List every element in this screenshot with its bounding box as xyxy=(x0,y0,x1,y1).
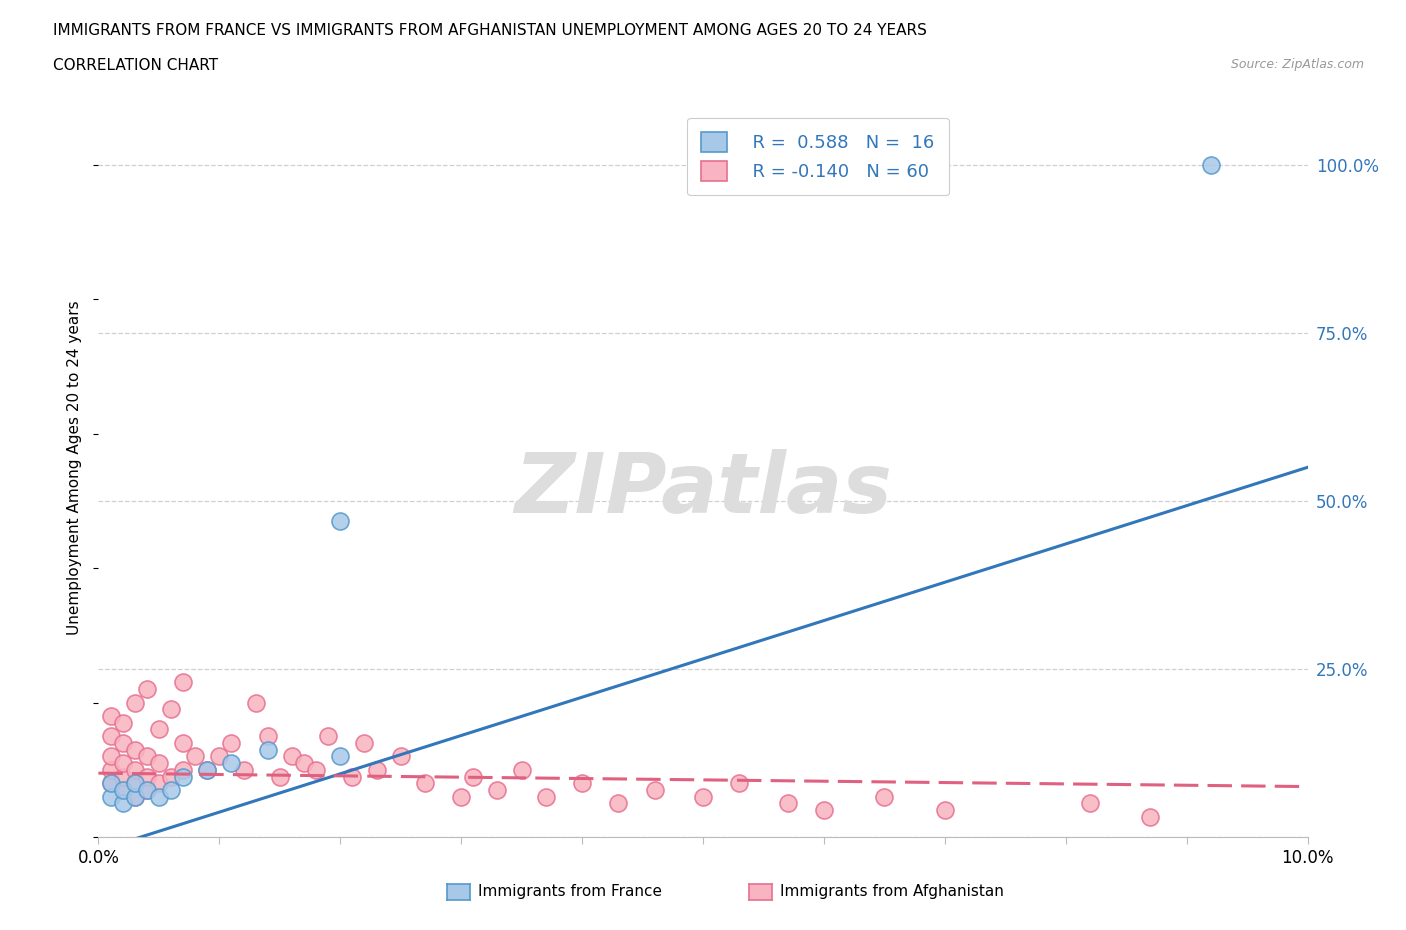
Point xyxy=(607,796,630,811)
Text: ZIPatlas: ZIPatlas xyxy=(515,449,891,530)
Point xyxy=(353,736,375,751)
Point xyxy=(644,782,666,797)
Point xyxy=(135,769,157,784)
Point xyxy=(571,776,593,790)
Text: CORRELATION CHART: CORRELATION CHART xyxy=(53,58,218,73)
Point xyxy=(160,782,183,797)
Legend:   R =  0.588   N =  16,   R = -0.140   N = 60: R = 0.588 N = 16, R = -0.140 N = 60 xyxy=(688,118,949,195)
Point xyxy=(111,755,134,770)
Point xyxy=(148,776,170,790)
Point xyxy=(100,729,122,744)
Point xyxy=(692,790,714,804)
Point xyxy=(184,749,207,764)
Point xyxy=(366,763,388,777)
Y-axis label: Unemployment Among Ages 20 to 24 years: Unemployment Among Ages 20 to 24 years xyxy=(67,300,83,634)
Point xyxy=(1078,796,1101,811)
Point xyxy=(534,790,557,804)
Point xyxy=(329,513,352,528)
Point xyxy=(148,722,170,737)
Point xyxy=(776,796,799,811)
Point xyxy=(124,763,146,777)
Point xyxy=(111,769,134,784)
Point xyxy=(100,763,122,777)
Text: Immigrants from Afghanistan: Immigrants from Afghanistan xyxy=(780,884,1004,899)
Point xyxy=(148,755,170,770)
Point xyxy=(329,749,352,764)
Point xyxy=(100,776,122,790)
Point xyxy=(124,776,146,790)
Point xyxy=(450,790,472,804)
Point xyxy=(160,769,183,784)
Point xyxy=(221,736,243,751)
Point xyxy=(124,742,146,757)
Point xyxy=(100,709,122,724)
Point xyxy=(486,782,509,797)
Point xyxy=(135,749,157,764)
Point xyxy=(208,749,231,764)
Point xyxy=(728,776,751,790)
Text: Immigrants from France: Immigrants from France xyxy=(478,884,662,899)
Point xyxy=(100,790,122,804)
Point xyxy=(172,675,194,690)
Point xyxy=(873,790,896,804)
Point xyxy=(172,769,194,784)
Point xyxy=(111,782,134,797)
Point xyxy=(135,782,157,797)
Text: Source: ZipAtlas.com: Source: ZipAtlas.com xyxy=(1230,58,1364,71)
Point xyxy=(221,755,243,770)
Point xyxy=(124,695,146,710)
Point xyxy=(510,763,533,777)
Point xyxy=(148,790,170,804)
Point xyxy=(135,782,157,797)
Point xyxy=(135,682,157,697)
Point xyxy=(172,736,194,751)
Point xyxy=(172,763,194,777)
Point xyxy=(100,749,122,764)
Point xyxy=(111,736,134,751)
Point xyxy=(292,755,315,770)
Text: IMMIGRANTS FROM FRANCE VS IMMIGRANTS FROM AFGHANISTAN UNEMPLOYMENT AMONG AGES 20: IMMIGRANTS FROM FRANCE VS IMMIGRANTS FRO… xyxy=(53,23,928,38)
Point xyxy=(111,782,134,797)
Point xyxy=(245,695,267,710)
Point xyxy=(124,790,146,804)
Point xyxy=(813,803,835,817)
Point xyxy=(463,769,485,784)
Point xyxy=(160,702,183,717)
Point xyxy=(256,729,278,744)
Point xyxy=(316,729,339,744)
Point xyxy=(1139,809,1161,824)
Point xyxy=(232,763,254,777)
Point xyxy=(413,776,436,790)
Point xyxy=(195,763,218,777)
Point xyxy=(281,749,304,764)
Point xyxy=(269,769,291,784)
Point xyxy=(389,749,412,764)
Point xyxy=(342,769,364,784)
Point xyxy=(124,790,146,804)
Point xyxy=(111,796,134,811)
Point xyxy=(111,715,134,730)
Point xyxy=(256,742,278,757)
Point xyxy=(1199,157,1222,172)
Point xyxy=(124,776,146,790)
Point xyxy=(195,763,218,777)
Point xyxy=(305,763,328,777)
Point xyxy=(934,803,956,817)
Point xyxy=(100,776,122,790)
